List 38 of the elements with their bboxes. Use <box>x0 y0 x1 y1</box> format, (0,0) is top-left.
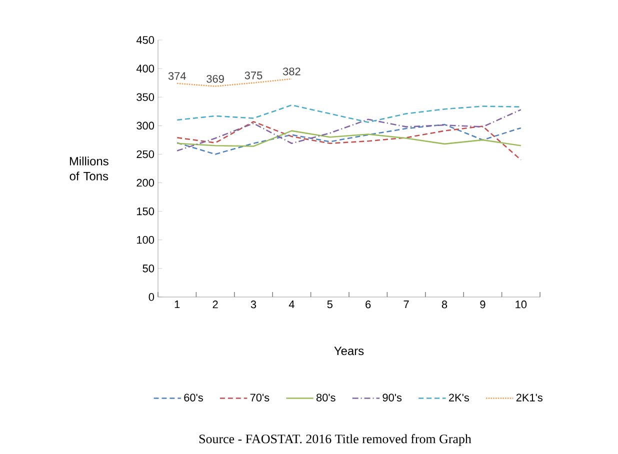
y-tick-label: 50 <box>142 264 154 272</box>
line-series <box>176 109 522 152</box>
y-tick-label: 0 <box>148 293 154 301</box>
line-series <box>176 104 522 123</box>
legend-label: 2K's <box>448 394 469 402</box>
x-tick-label: 9 <box>480 300 486 308</box>
data-label: 382 <box>282 68 300 76</box>
x-tick-label: 6 <box>366 300 371 308</box>
data-label: 374 <box>168 72 186 80</box>
legend-label: 90's <box>382 394 402 402</box>
y-tick-label: 450 <box>136 36 154 44</box>
x-tick-label: 7 <box>404 300 409 308</box>
legend-label: 80's <box>316 394 336 402</box>
x-tick-label: 10 <box>516 300 527 308</box>
x-tick-label: 1 <box>174 300 180 308</box>
legend-label: 70's <box>250 394 270 402</box>
y-tick-label: 400 <box>136 64 154 72</box>
source-note: Source - FAOSTAT. 2016 Title removed from Graph <box>199 434 472 446</box>
x-tick-label: 5 <box>327 300 332 308</box>
x-tick-label: 3 <box>250 300 256 308</box>
data-label: 369 <box>206 74 224 83</box>
x-axis-title: Years <box>334 346 364 356</box>
y-tick-label: 350 <box>136 93 154 101</box>
y-axis-title: Millions of Tons <box>70 156 108 180</box>
y-tick-label: 150 <box>137 207 154 216</box>
line-series <box>176 124 522 155</box>
legend-label: 60's <box>184 394 203 402</box>
line-series <box>176 121 522 161</box>
x-tick-label: 2 <box>212 300 218 308</box>
x-tick-label: 4 <box>288 300 294 308</box>
y-tick-label: 200 <box>136 178 154 187</box>
y-tick-label: 300 <box>136 122 154 130</box>
x-tick-label: 8 <box>442 300 448 308</box>
data-label: 375 <box>244 72 262 80</box>
line-series <box>176 130 522 147</box>
y-tick-label: 100 <box>137 236 154 244</box>
y-tick-label: 250 <box>136 150 154 158</box>
legend-label: 2K1's <box>516 394 542 402</box>
